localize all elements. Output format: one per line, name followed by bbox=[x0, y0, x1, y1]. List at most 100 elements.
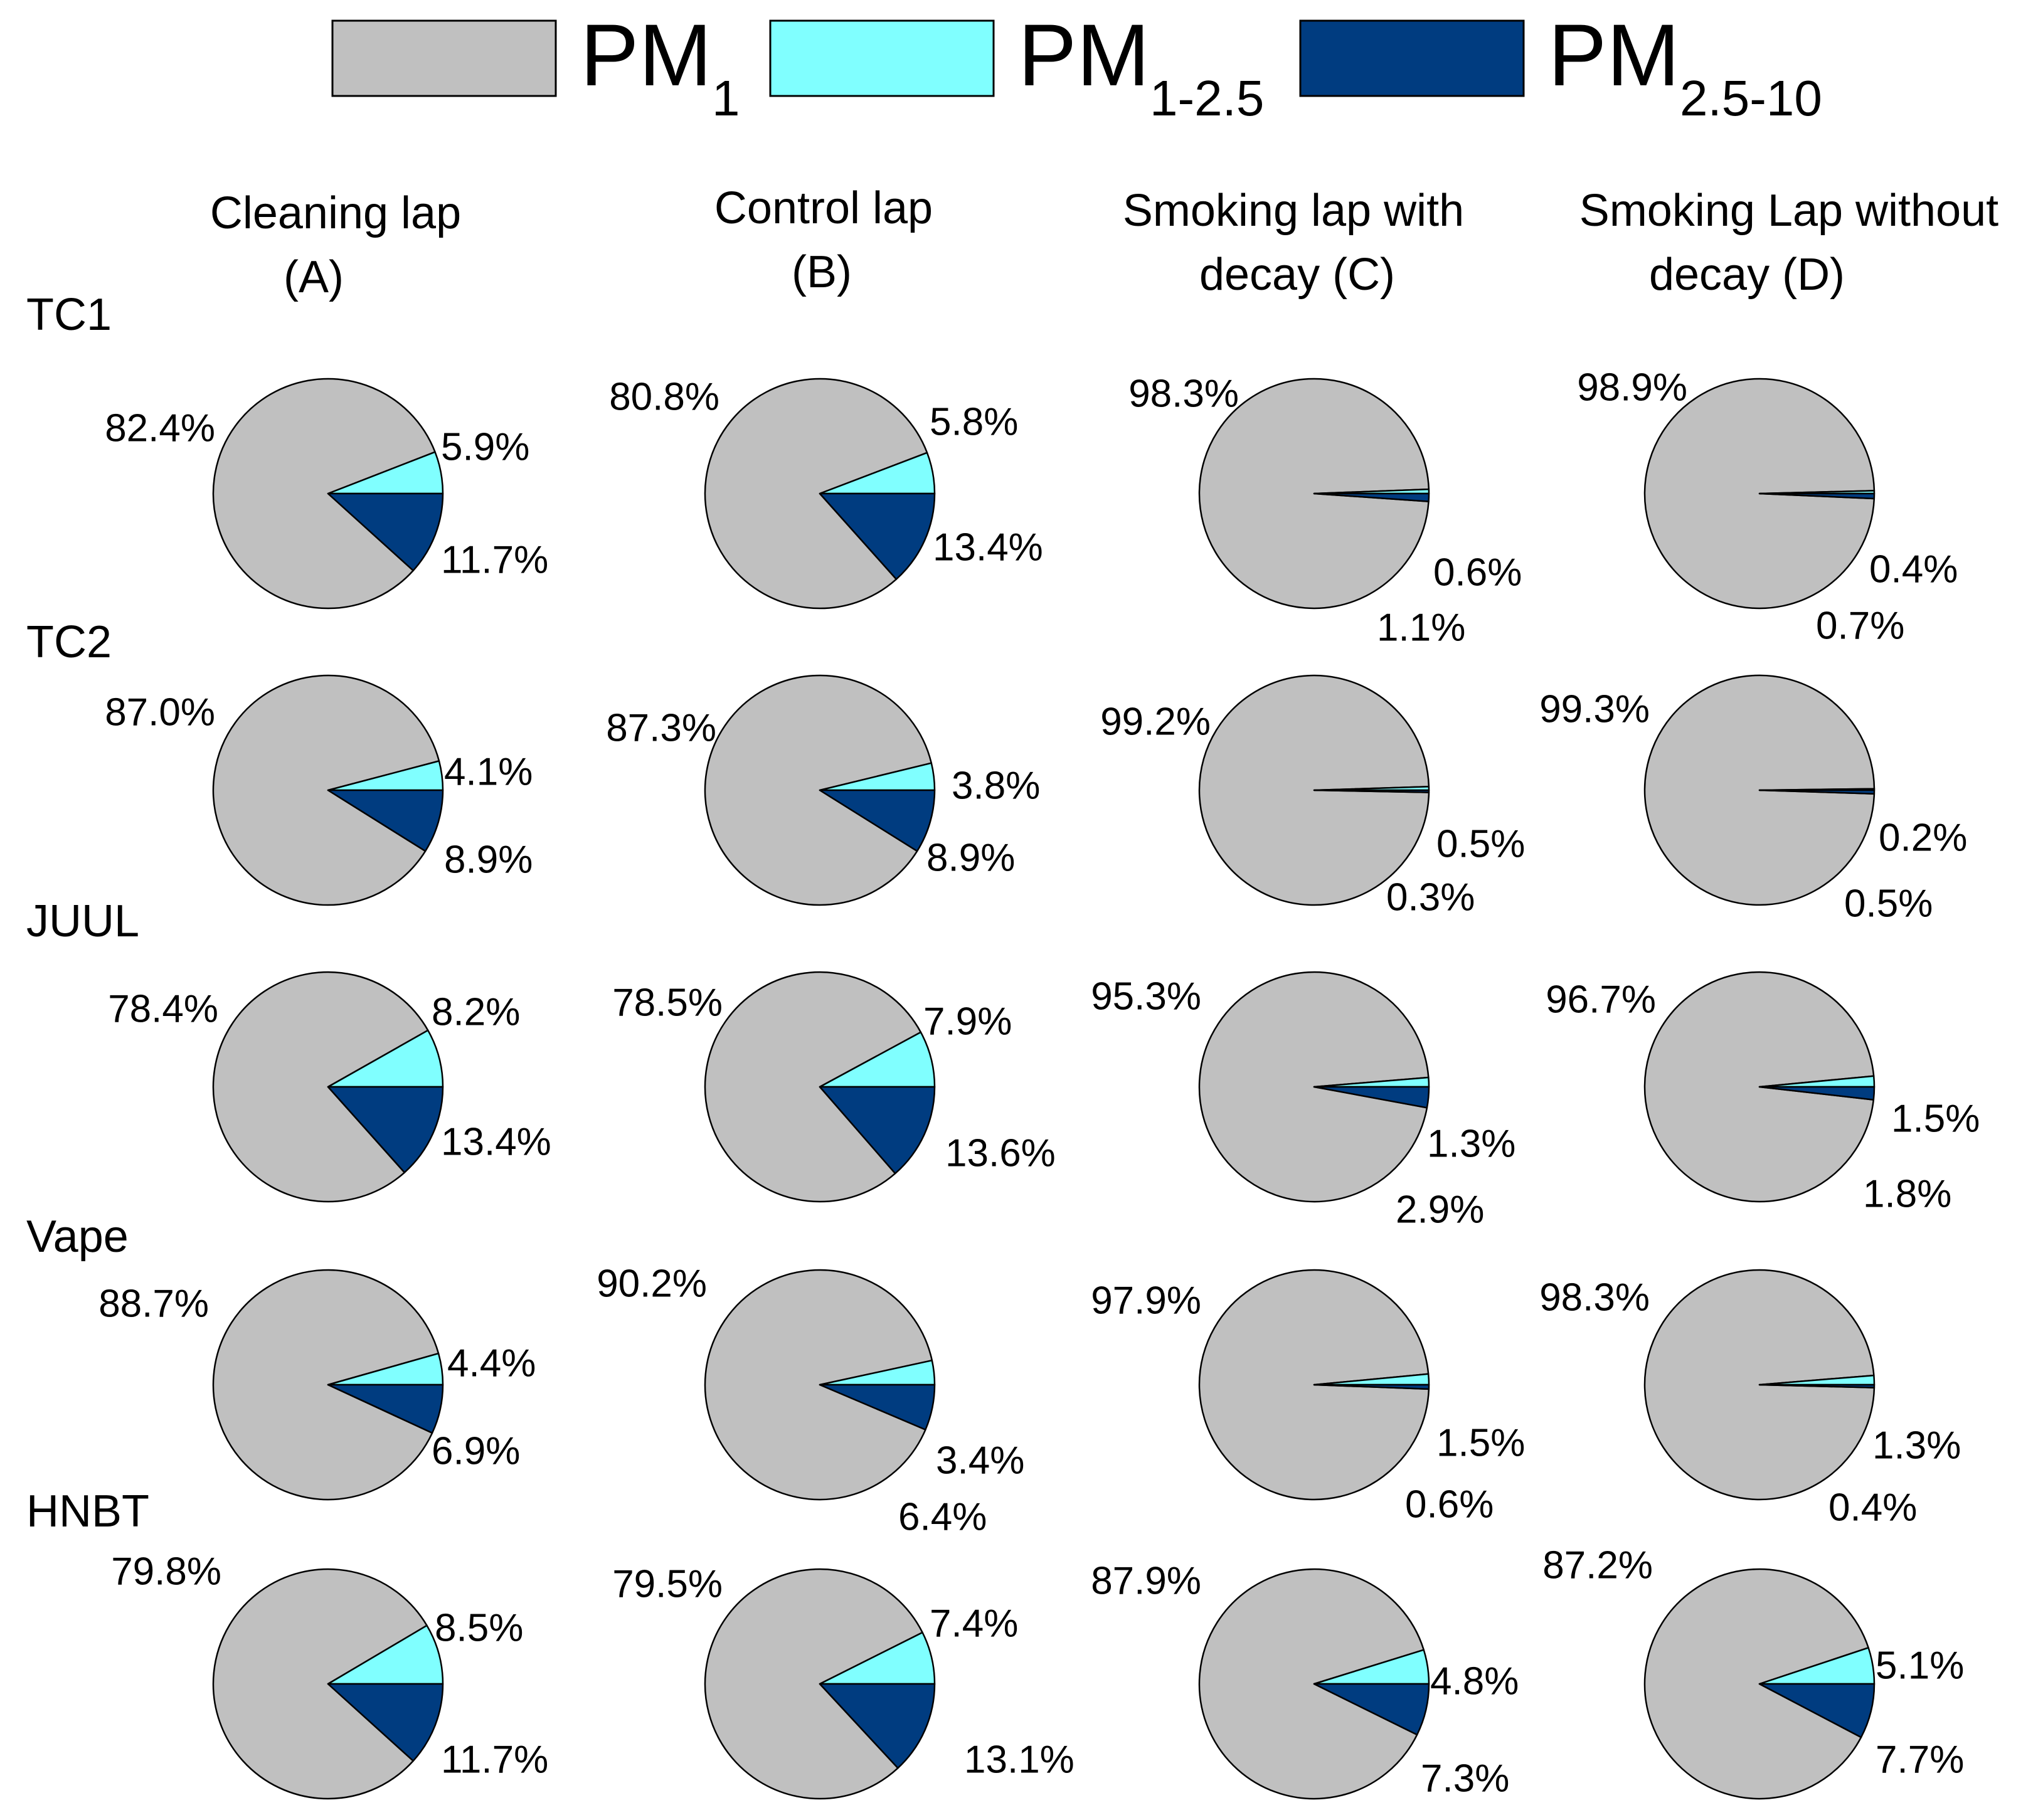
pct-label-pm1-juul-d: 96.7% bbox=[1546, 978, 1656, 1021]
column-title-c-line1: Smoking lap with bbox=[1123, 186, 1464, 236]
legend-swatch-pm1-2-5 bbox=[769, 19, 995, 97]
pct-label-pm2-5-10-tc1-c: 1.1% bbox=[1377, 606, 1465, 649]
pct-label-pm1-2-5-vape-a: 4.4% bbox=[447, 1341, 536, 1385]
pct-label-pm1-2-5-tc2-d: 0.2% bbox=[1879, 816, 1967, 859]
pie-vape-c: 97.9% 1.5% 0.6% bbox=[1091, 1269, 1525, 1526]
legend-label-pm1-2-5: PM1-2.5 bbox=[1018, 6, 1264, 126]
pct-label-pm2-5-10-juul-b: 13.6% bbox=[945, 1131, 1056, 1175]
slice-pm1-tc1-b bbox=[704, 378, 928, 610]
slice-pm2-5-10-hnbt-a bbox=[327, 1683, 444, 1762]
slice-pm1-vape-b bbox=[704, 1269, 933, 1501]
pie-hnbt-d: 87.2% 5.1% 7.7% bbox=[1542, 1543, 1964, 1800]
row-label-tc2: TC2 bbox=[26, 617, 112, 667]
pct-label-pm1-hnbt-c: 87.9% bbox=[1091, 1559, 1201, 1602]
pct-label-pm2-5-10-hnbt-d: 7.7% bbox=[1876, 1738, 1964, 1781]
pct-label-pm1-tc1-d: 98.9% bbox=[1577, 366, 1687, 409]
pct-label-pm1-juul-b: 78.5% bbox=[612, 981, 723, 1024]
slice-pm2-5-10-hnbt-c bbox=[1313, 1683, 1430, 1736]
pie-juul-a: 78.4% 8.2% 13.4% bbox=[108, 971, 551, 1203]
legend-swatch-pm1 bbox=[331, 19, 557, 97]
slice-pm2-5-10-tc1-b bbox=[819, 492, 936, 580]
pct-label-pm2-5-10-hnbt-a: 11.7% bbox=[441, 1738, 548, 1781]
pie-vape-a: 88.7% 4.4% 6.9% bbox=[98, 1269, 536, 1501]
pct-label-pm1-hnbt-a: 79.8% bbox=[111, 1550, 221, 1593]
slice-pm1-tc2-a bbox=[212, 674, 440, 906]
slice-pm2-5-10-tc1-a bbox=[327, 492, 444, 571]
pct-label-pm1-2-5-hnbt-d: 5.1% bbox=[1876, 1644, 1964, 1687]
pct-label-pm1-hnbt-d: 87.2% bbox=[1542, 1543, 1653, 1587]
pct-label-pm1-tc2-c: 99.2% bbox=[1100, 700, 1211, 743]
slice-pm1-juul-a bbox=[212, 971, 429, 1203]
pie-tc2-c: 99.2% 0.5% 0.3% bbox=[1100, 674, 1525, 919]
pct-label-pm1-2-5-tc2-c: 0.5% bbox=[1436, 822, 1525, 865]
pct-label-pm1-2-5-hnbt-b: 7.4% bbox=[930, 1602, 1018, 1645]
pct-label-pm2-5-10-juul-c: 2.9% bbox=[1396, 1188, 1484, 1231]
pct-label-pm2-5-10-tc1-d: 0.7% bbox=[1816, 604, 1904, 647]
pie-tc1-a: 82.4% 5.9% 11.7% bbox=[105, 378, 548, 610]
pct-label-pm1-2-5-tc1-d: 0.4% bbox=[1869, 548, 1958, 591]
pct-label-pm2-5-10-hnbt-c: 7.3% bbox=[1421, 1757, 1509, 1800]
slice-pm2-5-10-juul-c bbox=[1313, 1086, 1430, 1109]
column-titles: Cleaning lap (A) Control lap (B) Smoking… bbox=[210, 183, 1998, 302]
legend-label-pm2-5-10: PM2.5-10 bbox=[1548, 6, 1822, 126]
slice-pm1-juul-b bbox=[704, 971, 922, 1203]
pie-juul-c: 95.3% 1.3% 2.9% bbox=[1091, 971, 1515, 1231]
pie-tc1-c: 98.3% 0.6% 1.1% bbox=[1128, 372, 1522, 649]
pie-tc1-b: 80.8% 5.8% 13.4% bbox=[609, 375, 1043, 610]
pct-label-pm1-vape-d: 98.3% bbox=[1539, 1276, 1650, 1319]
slice-pm2-5-10-tc1-c bbox=[1313, 492, 1430, 502]
slice-pm2-5-10-tc2-c bbox=[1313, 789, 1430, 793]
pct-label-pm1-2-5-tc2-a: 4.1% bbox=[444, 750, 533, 793]
pct-label-pm1-2-5-vape-c: 1.5% bbox=[1436, 1421, 1525, 1464]
slice-pm2-5-10-vape-c bbox=[1313, 1384, 1430, 1390]
pct-label-pm1-2-5-juul-d: 1.5% bbox=[1891, 1097, 1980, 1140]
pct-label-pm1-tc1-c: 98.3% bbox=[1128, 372, 1239, 415]
pct-label-pm1-juul-c: 95.3% bbox=[1091, 975, 1201, 1018]
pie-hnbt-c: 87.9% 4.8% 7.3% bbox=[1091, 1559, 1519, 1800]
pct-label-pm2-5-10-tc2-d: 0.5% bbox=[1844, 882, 1933, 925]
pct-label-pm1-2-5-tc1-b: 5.8% bbox=[930, 400, 1018, 443]
column-title-d-line1: Smoking Lap without bbox=[1579, 186, 1998, 236]
slice-pm2-5-10-tc1-d bbox=[1758, 492, 1876, 500]
pct-label-pm2-5-10-vape-a: 6.9% bbox=[432, 1429, 520, 1473]
pct-label-pm1-tc1-b: 80.8% bbox=[609, 375, 719, 418]
pct-label-pm1-2-5-hnbt-c: 4.8% bbox=[1430, 1659, 1519, 1703]
pct-label-pm1-vape-c: 97.9% bbox=[1091, 1279, 1201, 1322]
pct-label-pm1-juul-a: 78.4% bbox=[108, 987, 218, 1030]
slice-pm1-tc1-a bbox=[212, 378, 436, 610]
slice-pm1-hnbt-c bbox=[1198, 1568, 1425, 1800]
pie-tc2-a: 87.0% 4.1% 8.9% bbox=[105, 674, 533, 906]
slice-pm1-hnbt-d bbox=[1643, 1568, 1869, 1800]
pct-label-pm2-5-10-tc2-c: 0.3% bbox=[1386, 876, 1475, 919]
slice-pm2-5-10-tc2-b bbox=[819, 789, 936, 852]
pct-label-pm1-tc2-b: 87.3% bbox=[606, 706, 716, 749]
pct-label-pm1-2-5-tc1-a: 5.9% bbox=[441, 425, 529, 468]
pct-label-pm1-tc2-d: 99.3% bbox=[1539, 687, 1650, 731]
slice-pm2-5-10-hnbt-d bbox=[1758, 1683, 1876, 1738]
pct-label-pm1-tc1-a: 82.4% bbox=[105, 406, 215, 450]
slice-pm2-5-10-juul-a bbox=[327, 1086, 444, 1173]
legend: PM1 PM1-2.5 PM2.5-10 bbox=[331, 6, 1822, 126]
pie-hnbt-b: 79.5% 7.4% 13.1% bbox=[612, 1562, 1075, 1800]
slice-pm2-5-10-vape-b bbox=[819, 1384, 936, 1431]
pct-label-pm2-5-10-tc1-a: 11.7% bbox=[441, 538, 548, 581]
pct-label-pm2-5-10-juul-a: 13.4% bbox=[441, 1120, 551, 1163]
row-label-tc1: TC1 bbox=[26, 290, 112, 340]
column-title-d-line2: decay (D) bbox=[1649, 250, 1845, 300]
legend-label-pm1: PM1 bbox=[580, 6, 740, 126]
pct-label-pm2-5-10-vape-b: 6.4% bbox=[898, 1495, 987, 1538]
slice-pm1-tc2-b bbox=[704, 674, 933, 906]
slice-pm1-vape-a bbox=[212, 1269, 440, 1501]
pct-label-pm1-2-5-tc2-b: 3.8% bbox=[952, 764, 1040, 807]
pct-label-pm1-2-5-hnbt-a: 8.5% bbox=[435, 1606, 523, 1649]
slice-pm2-5-10-juul-d bbox=[1758, 1086, 1876, 1101]
slice-pm2-5-10-vape-d bbox=[1758, 1384, 1876, 1389]
pct-label-pm1-2-5-tc1-c: 0.6% bbox=[1433, 551, 1522, 594]
pct-label-pm2-5-10-juul-d: 1.8% bbox=[1863, 1172, 1951, 1215]
pct-label-pm1-2-5-juul-c: 1.3% bbox=[1427, 1122, 1515, 1165]
slice-pm2-5-10-vape-a bbox=[327, 1384, 444, 1434]
pct-label-pm1-2-5-vape-b: 3.4% bbox=[936, 1439, 1024, 1482]
row-label-juul: JUUL bbox=[26, 896, 139, 946]
slice-pm1-hnbt-b bbox=[704, 1568, 923, 1800]
